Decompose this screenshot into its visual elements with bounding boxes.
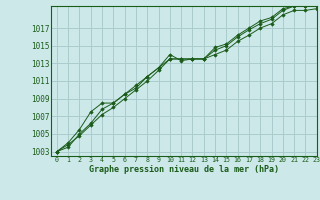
- X-axis label: Graphe pression niveau de la mer (hPa): Graphe pression niveau de la mer (hPa): [89, 165, 279, 174]
